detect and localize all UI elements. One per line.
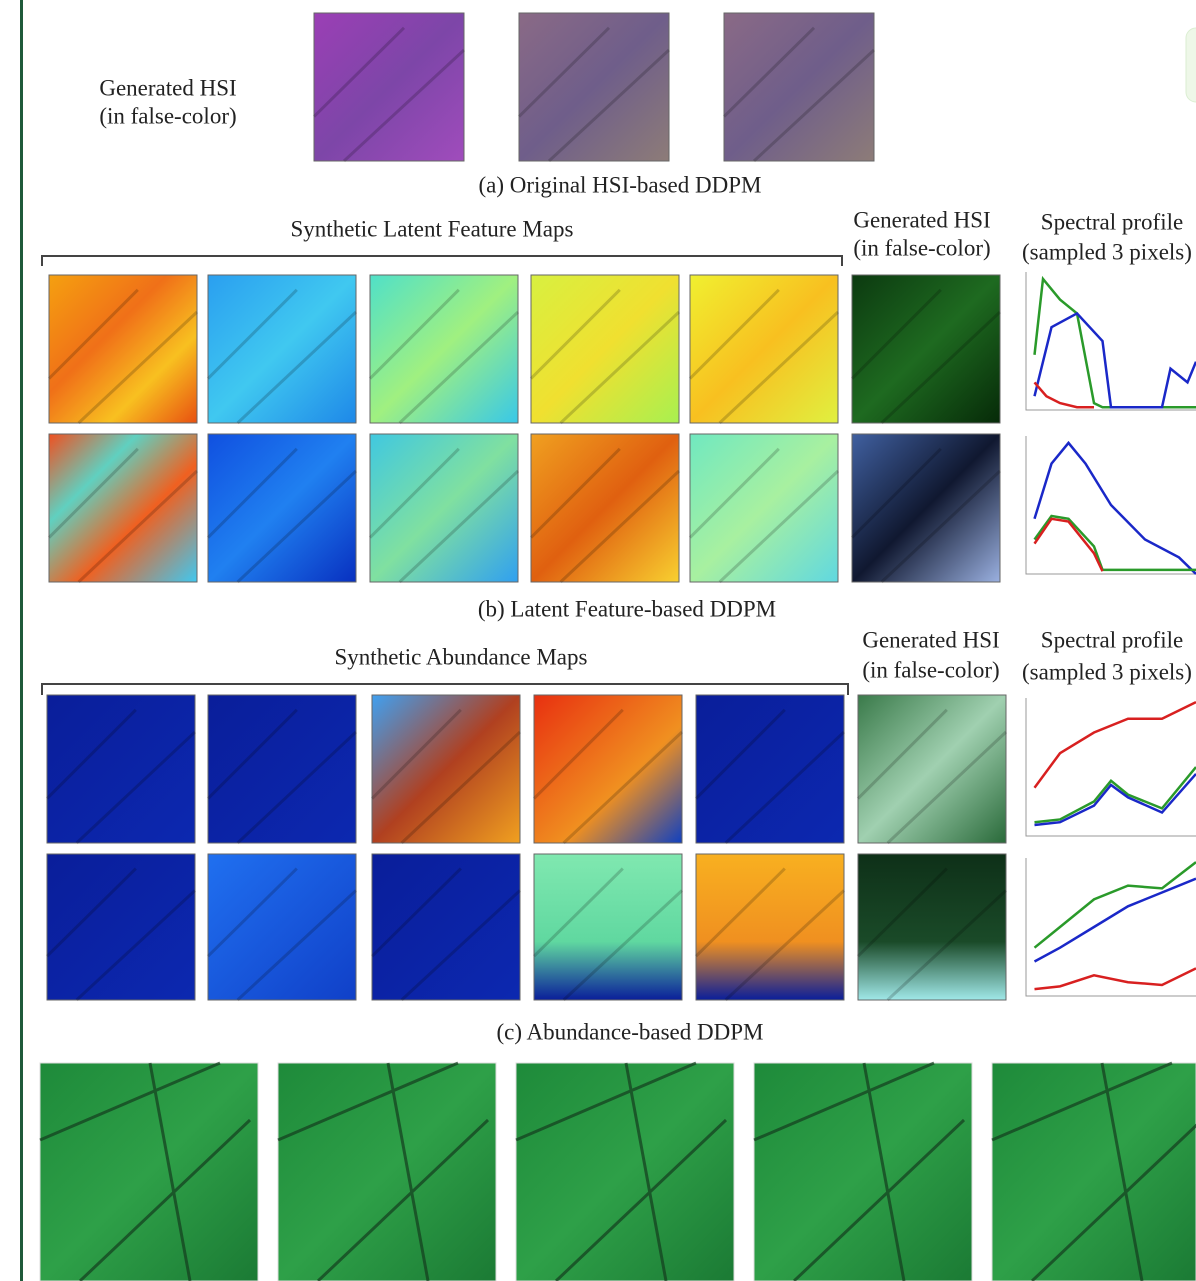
group-label: Synthetic Latent Feature Maps	[291, 216, 574, 241]
image	[858, 854, 1006, 1000]
profile-line	[1035, 443, 1196, 574]
column-header: (sampled 3 pixels)	[1022, 239, 1192, 264]
image	[208, 854, 356, 1000]
left-border	[20, 0, 23, 1281]
satellite-image	[754, 1063, 972, 1281]
profile-line	[1035, 702, 1196, 788]
bracket	[42, 684, 848, 695]
bracket	[42, 256, 842, 266]
image	[519, 13, 669, 161]
image	[208, 695, 356, 843]
image	[690, 434, 838, 582]
image	[531, 434, 679, 582]
satellite-image	[40, 1063, 258, 1281]
column-header: Generated HSI	[862, 627, 999, 652]
row-label: (in false-color)	[99, 103, 236, 128]
satellite-image	[516, 1063, 734, 1281]
profile-line	[1035, 774, 1196, 825]
figure: Generated HSI (in false-color) (a) Origina…	[0, 0, 1196, 1281]
image	[370, 434, 518, 582]
image	[534, 854, 682, 1000]
image	[690, 275, 838, 423]
image	[49, 275, 197, 423]
plot-axes	[1026, 698, 1196, 836]
caption: (c) Abundance-based DDPM	[497, 1019, 764, 1044]
column-header: Spectral profile	[1041, 627, 1183, 652]
column-header: (sampled 3 pixels)	[1022, 659, 1192, 684]
image	[852, 275, 1000, 423]
profile-line	[1035, 516, 1196, 570]
profile-line	[1035, 968, 1196, 989]
column-header: Generated HSI	[853, 207, 990, 232]
image	[534, 695, 682, 843]
profile-line	[1035, 767, 1196, 822]
image	[208, 434, 356, 582]
image	[370, 275, 518, 423]
image	[858, 695, 1006, 843]
image	[531, 275, 679, 423]
profile-line	[1035, 279, 1196, 407]
corner-box	[1186, 28, 1196, 102]
row-label: Generated HSI	[99, 75, 236, 100]
image	[47, 854, 195, 1000]
image	[49, 434, 197, 582]
image	[208, 275, 356, 423]
image	[372, 854, 520, 1000]
caption: (b) Latent Feature-based DDPM	[478, 596, 776, 621]
image	[852, 434, 1000, 582]
image	[372, 695, 520, 843]
satellite-image	[278, 1063, 496, 1281]
profile-line	[1035, 382, 1095, 407]
profile-line	[1035, 313, 1196, 407]
plot-axes	[1026, 272, 1196, 410]
image	[47, 695, 195, 843]
image	[724, 13, 874, 161]
column-header: (in false-color)	[853, 235, 990, 260]
plot-axes	[1026, 858, 1196, 996]
image	[314, 13, 464, 161]
profile-line	[1035, 862, 1196, 948]
image	[696, 854, 844, 1000]
group-label: Synthetic Abundance Maps	[335, 644, 588, 669]
image	[696, 695, 844, 843]
column-header: Spectral profile	[1041, 209, 1183, 234]
caption: (a) Original HSI-based DDPM	[479, 172, 762, 197]
column-header: (in false-color)	[862, 657, 999, 682]
